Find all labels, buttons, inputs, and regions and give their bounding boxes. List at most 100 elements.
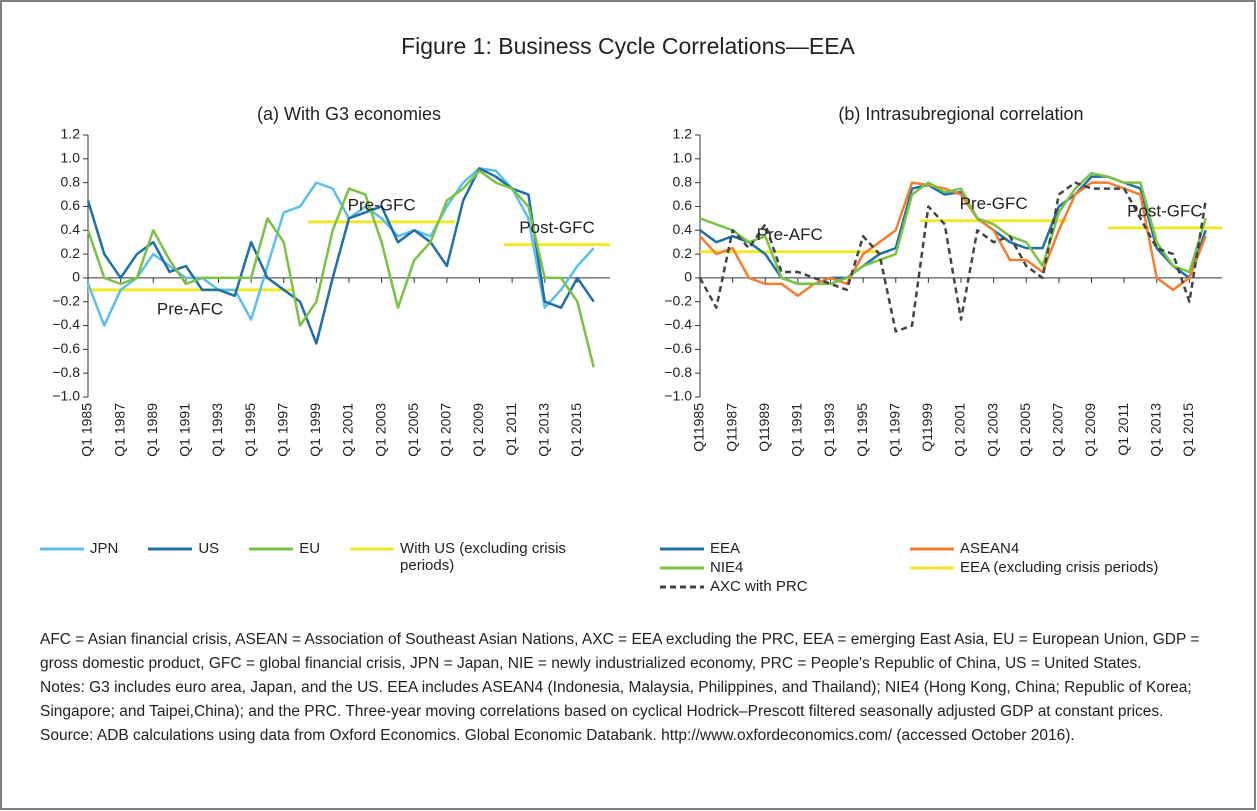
x-tick-label: Q1 1989 xyxy=(144,403,160,457)
legend-swatch xyxy=(660,585,704,589)
x-tick-label: Q1 2001 xyxy=(340,403,356,457)
x-tick-label: Q1 2009 xyxy=(1082,403,1098,457)
y-tick-label: 1.2 xyxy=(673,126,693,142)
legend-item: EEA xyxy=(660,540,880,557)
y-tick-label: 0.8 xyxy=(673,173,693,189)
x-tick-label: Q1 1995 xyxy=(242,403,258,457)
y-tick-label: −0.8 xyxy=(52,364,80,380)
x-tick-label: Q1 1985 xyxy=(79,403,95,457)
legend-item: NIE4 xyxy=(660,559,880,576)
y-tick-label: 1.0 xyxy=(673,150,693,166)
legend-swatch xyxy=(910,566,954,570)
legend-swatch xyxy=(350,547,395,551)
legend-item: AXC with PRC xyxy=(660,578,880,595)
note: Notes: G3 includes euro area, Japan, and… xyxy=(40,679,1192,720)
segment-label: Post-GFC xyxy=(1127,201,1203,220)
x-tick-label: Q11989 xyxy=(756,403,772,452)
x-tick-label: Q1 2013 xyxy=(1147,403,1163,457)
y-tick-label: 0.6 xyxy=(673,197,693,213)
segment-label: Pre-AFC xyxy=(757,225,823,244)
segment-label: Pre-AFC xyxy=(157,299,223,318)
note: AFC = Asian financial crisis, ASEAN = As… xyxy=(40,631,1200,672)
legend-swatch xyxy=(148,547,193,551)
y-tick-label: 0 xyxy=(72,269,80,285)
x-tick-label: Q1 2003 xyxy=(372,403,388,457)
y-tick-label: −0.2 xyxy=(52,292,80,308)
y-tick-label: 1.0 xyxy=(61,150,81,166)
x-tick-label: Q1 1999 xyxy=(307,403,323,457)
x-tick-label: Q1 2007 xyxy=(1050,403,1066,457)
segment-label: Pre-GFC xyxy=(960,194,1028,213)
legend-swatch xyxy=(40,547,84,551)
x-tick-label: Q1 2007 xyxy=(438,403,454,457)
figure-title: Figure 1: Business Cycle Correlations—EE… xyxy=(401,33,855,59)
x-tick-label: Q1 2013 xyxy=(535,403,551,457)
chart-title: (b) Intrasubregional correlation xyxy=(838,104,1083,124)
x-tick-label: Q1 1993 xyxy=(821,403,837,457)
legend-label: With US (excluding crisis periods) xyxy=(400,540,566,574)
legend-item: ASEAN4 xyxy=(910,540,1158,557)
y-tick-label: −0.6 xyxy=(52,340,80,356)
x-tick-label: Q1 1991 xyxy=(789,403,805,457)
legend: EEA ASEAN4 NIE4 EEA (excluding crisis perio… xyxy=(660,540,1158,595)
y-tick-label: −1.0 xyxy=(664,388,692,404)
legend-label: US xyxy=(198,540,220,557)
legend-label: EU xyxy=(299,540,321,557)
y-tick-label: 0.2 xyxy=(61,245,81,261)
series-line xyxy=(698,181,1207,333)
series-line xyxy=(699,171,1207,286)
x-tick-label: Q11999 xyxy=(919,403,935,452)
x-tick-label: Q1 2001 xyxy=(952,403,968,457)
legend-item: US xyxy=(148,540,219,574)
y-tick-label: −0.4 xyxy=(664,316,692,332)
note: Source: ADB calculations using data from… xyxy=(40,727,1075,744)
legend-label: EEA xyxy=(710,540,741,557)
x-tick-label: Q1 1997 xyxy=(274,403,290,457)
legend-label: EEA (excluding crisis periods) xyxy=(960,559,1159,576)
x-tick-label: Q1 1995 xyxy=(854,403,870,457)
legend-item: With US (excluding crisis periods) xyxy=(350,540,580,574)
legend-label: ASEAN4 xyxy=(960,540,1020,557)
y-tick-label: −0.2 xyxy=(664,292,692,308)
x-tick-label: Q1 1993 xyxy=(209,403,225,457)
y-tick-label: 0.8 xyxy=(61,173,81,189)
x-tick-label: Q1 1987 xyxy=(111,403,127,457)
x-tick-label: Q1 2009 xyxy=(470,403,486,457)
legend-swatch xyxy=(910,547,954,551)
legend: JPN US EU With US (excluding crisis periods… xyxy=(40,540,580,574)
segment-label: Pre-GFC xyxy=(348,195,416,214)
legend-swatch xyxy=(249,547,294,551)
x-tick-label: Q1 2015 xyxy=(568,403,584,457)
x-tick-label: Q1 2003 xyxy=(984,403,1000,457)
legend-swatch xyxy=(660,547,704,551)
y-tick-label: −0.6 xyxy=(664,340,692,356)
y-tick-label: 0.2 xyxy=(673,245,693,261)
series-line xyxy=(86,169,595,368)
y-tick-label: 1.2 xyxy=(61,126,81,142)
x-tick-label: Q11985 xyxy=(691,403,707,452)
segment-label: Post-GFC xyxy=(519,218,595,237)
legend-label: AXC with PRC xyxy=(710,578,808,595)
x-tick-label: Q1 1997 xyxy=(886,403,902,457)
legend-item: EU xyxy=(249,540,320,574)
x-tick-label: Q1 2011 xyxy=(1115,403,1131,456)
legend-item: JPN xyxy=(40,540,118,574)
legend-label: JPN xyxy=(90,540,119,557)
y-tick-label: 0.4 xyxy=(673,221,693,237)
x-tick-label: Q1 2015 xyxy=(1180,403,1196,457)
x-tick-label: Q11987 xyxy=(723,403,739,452)
y-tick-label: −0.8 xyxy=(664,364,692,380)
notes: AFC = Asian financial crisis, ASEAN = As… xyxy=(40,628,1230,748)
x-tick-label: Q1 2005 xyxy=(1017,403,1033,457)
legend-label: NIE4 xyxy=(710,559,744,576)
y-tick-label: 0 xyxy=(684,269,692,285)
x-tick-label: Q1 1991 xyxy=(177,403,193,457)
x-tick-label: Q1 2005 xyxy=(405,403,421,457)
y-tick-label: 0.4 xyxy=(61,221,81,237)
y-tick-label: −1.0 xyxy=(52,388,80,404)
chart-title: (a) With G3 economies xyxy=(257,104,441,124)
legend-item: EEA (excluding crisis periods) xyxy=(910,559,1158,576)
